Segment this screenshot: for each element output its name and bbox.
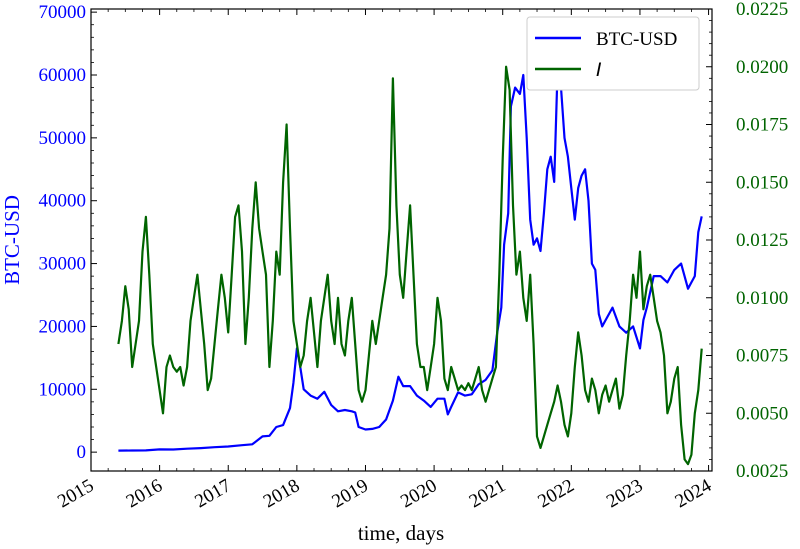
y-right-tick-label: 0.0125 — [736, 230, 788, 251]
y-right-tick-label: 0.0175 — [736, 115, 788, 136]
y-left-tick-label: 40000 — [39, 191, 87, 212]
y-left-tick-label: 60000 — [39, 65, 87, 86]
y-right-tick-label: 0.0150 — [736, 172, 788, 193]
legend-label-i: I — [596, 59, 602, 81]
x-tick-label: 2017 — [191, 475, 234, 512]
y-right-tick-label: 0.0025 — [736, 461, 788, 482]
x-tick-label: 2024 — [672, 475, 716, 512]
y-right-tick-label: 0.0225 — [736, 0, 788, 20]
y-axis-left-label: BTC-USD — [0, 195, 24, 285]
x-tick-label: 2023 — [603, 475, 646, 512]
y-left-tick-label: 30000 — [39, 254, 87, 275]
x-axis-label: time, days — [358, 521, 444, 545]
x-tick-label: 2015 — [54, 475, 97, 512]
y-right-tick-label: 0.0100 — [736, 288, 788, 309]
y-left-tick-label: 10000 — [39, 379, 87, 400]
y-right-tick-label: 0.0200 — [736, 57, 788, 78]
y-left-tick-label: 50000 — [39, 128, 87, 149]
series-line-btc-usd — [118, 67, 703, 452]
x-tick-label: 2019 — [329, 475, 372, 512]
x-tick-label: 2022 — [534, 475, 577, 512]
x-tick-label: 2021 — [466, 475, 509, 512]
legend: BTC-USD I — [526, 16, 700, 91]
y-left-tick-label: 20000 — [39, 316, 87, 337]
x-tick-label: 2018 — [260, 475, 303, 512]
y-right-tick-label: 0.0050 — [736, 403, 788, 424]
y-right-tick-label: 0.0075 — [736, 346, 788, 367]
x-tick-label: 2020 — [397, 475, 440, 512]
y-left-tick-label: 70000 — [39, 2, 87, 23]
legend-label-btc: BTC-USD — [596, 29, 677, 50]
y-left-tick-label: 0 — [77, 442, 87, 463]
series-line-i — [117, 65, 703, 466]
legend-box — [526, 16, 700, 91]
x-tick-label: 2016 — [123, 475, 166, 512]
